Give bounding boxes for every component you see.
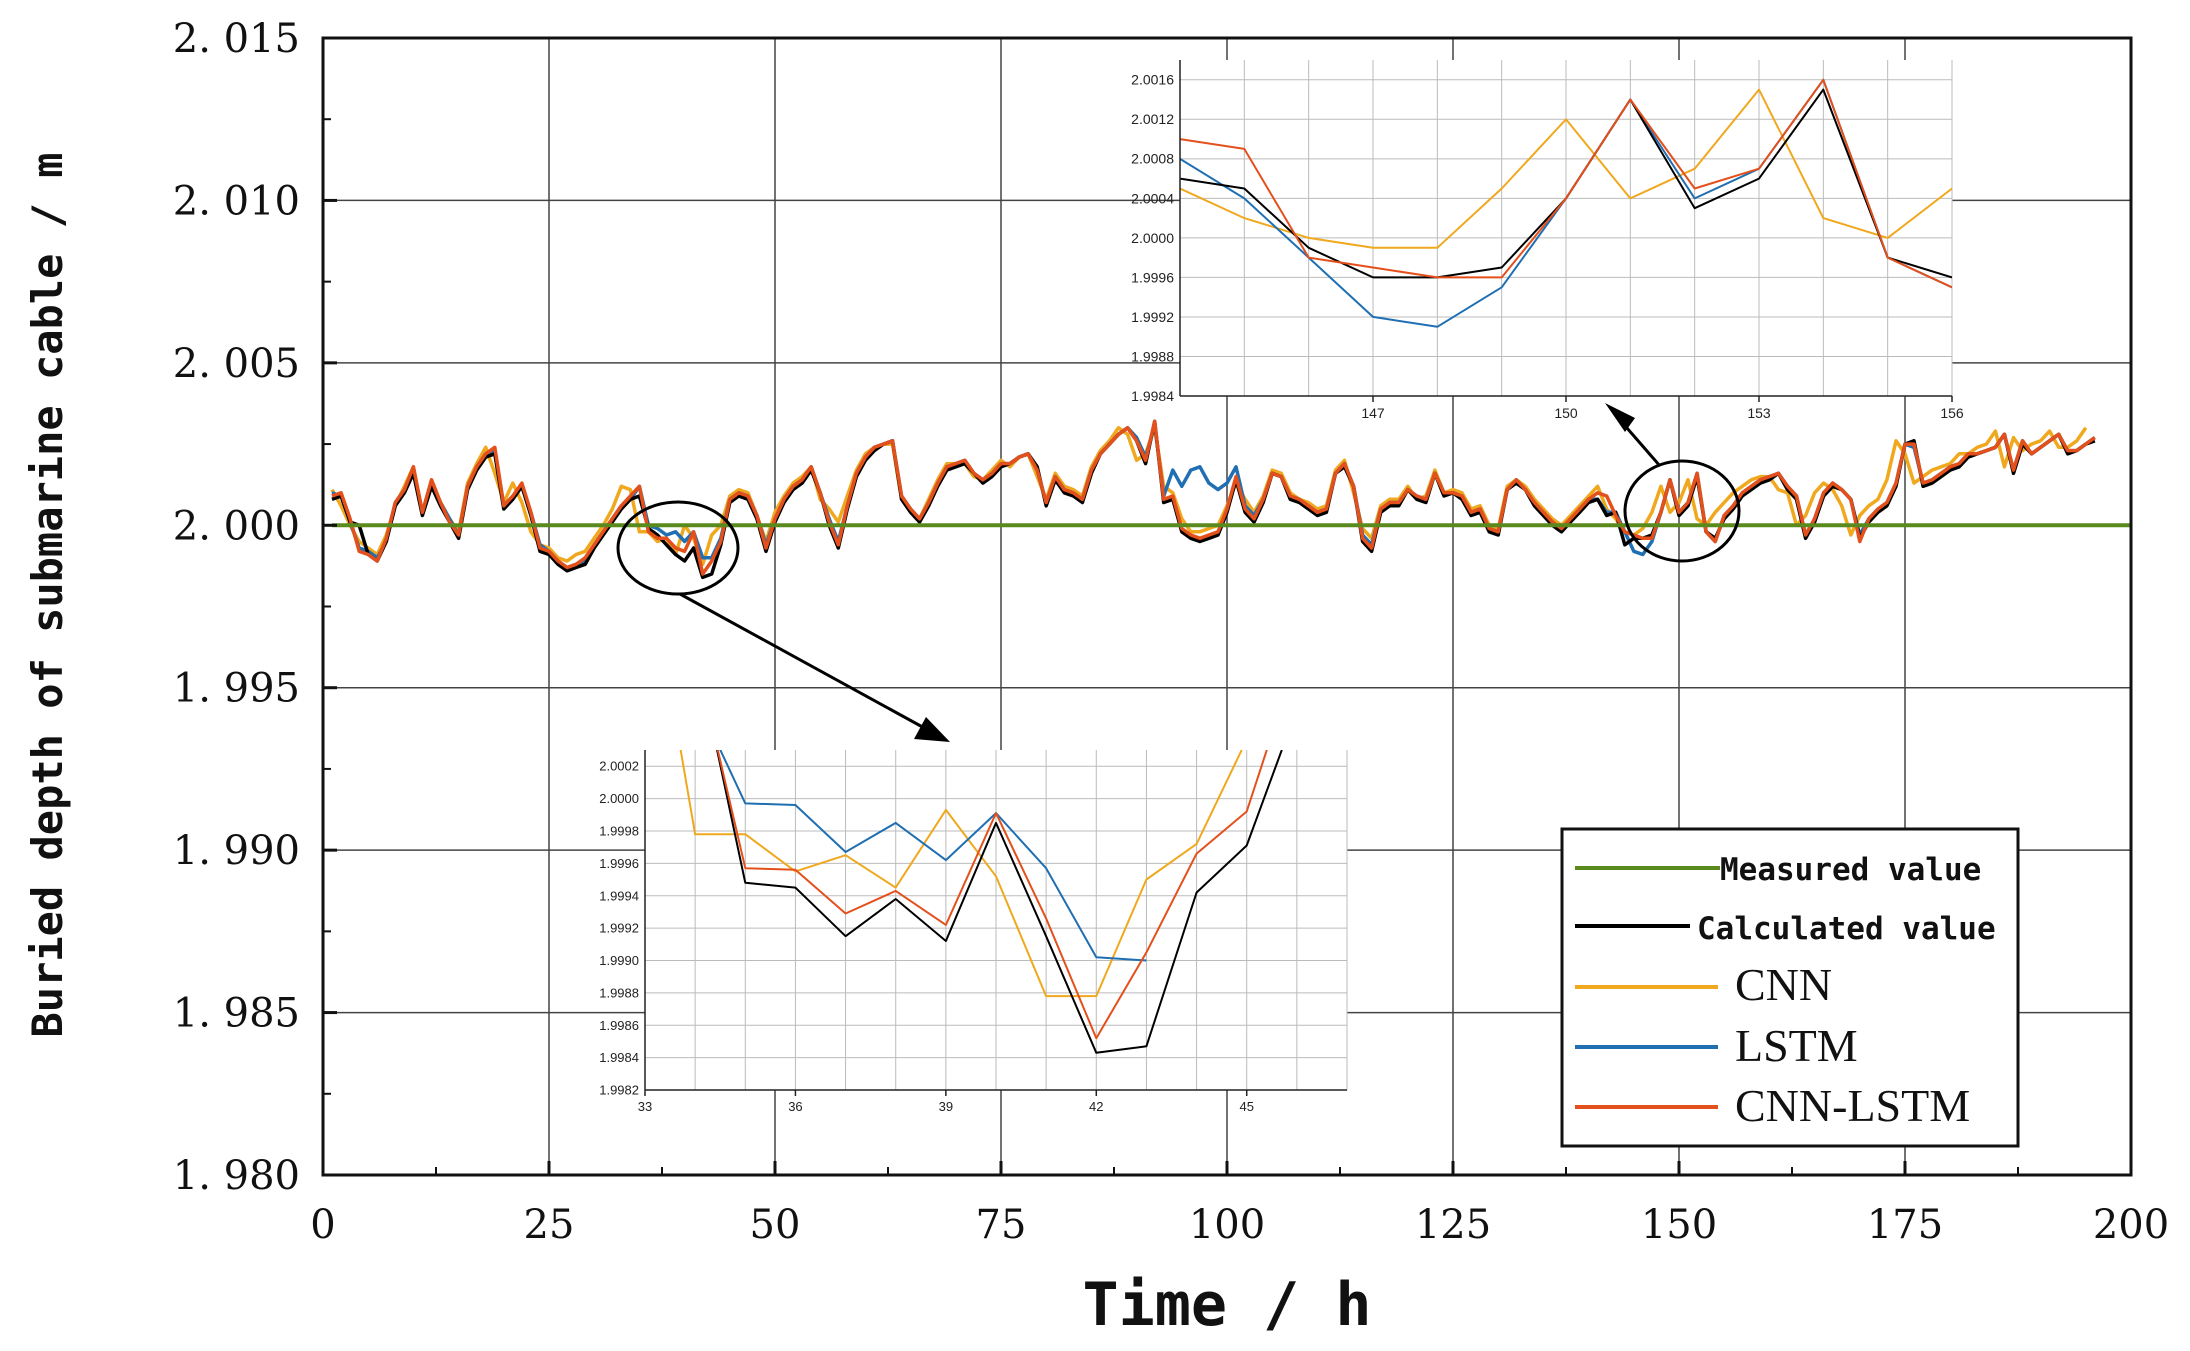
- y-tick-label: 2. 005: [173, 341, 300, 387]
- inset-y-tick-label: 1.9986: [599, 1018, 639, 1033]
- inset-series-line-cnn-lstm: [1180, 78, 1952, 289]
- inset-series-line-cnn: [1180, 88, 1952, 249]
- y-axis-title: Buried depth of submarine cable / m: [23, 152, 72, 1037]
- inset-y-tick-label: 1.9988: [599, 985, 639, 1000]
- y-tick-label: 1. 990: [173, 828, 300, 874]
- inset-y-tick-label: 1.9990: [599, 953, 639, 968]
- legend-label-measured: Measured value: [1720, 852, 1981, 888]
- y-tick-label: 1. 980: [173, 1153, 300, 1199]
- y-tick-label: 1. 995: [173, 666, 300, 712]
- inset-y-tick-label: 1.9996: [1131, 269, 1174, 285]
- inset-y-tick-label: 2.0000: [1131, 230, 1174, 246]
- legend-label-cnn-lstm: CNN-LSTM: [1735, 1080, 1970, 1131]
- inset-y-tick-label: 1.9996: [599, 856, 639, 871]
- x-tick-label: 75: [976, 1202, 1027, 1248]
- zoom-arrow-right-head: [1605, 403, 1635, 432]
- zoom-arrow-left: [679, 592, 929, 732]
- main-ticks: 0 25 50 75 100 125 150 175 200 1. 980 1. 985 1. 990…: [173, 16, 2169, 1248]
- inset-series-line-lstm: [719, 750, 1147, 962]
- inset-x-tick-label: 39: [939, 1099, 953, 1114]
- inset-y-tick-label: 1.9994: [599, 888, 639, 903]
- zoom-ellipse-left: [616, 500, 740, 596]
- inset-x-tick-label: 150: [1554, 405, 1578, 421]
- zoom-ellipse-right: [1623, 459, 1741, 563]
- legend: Measured value Calculated value CNN LSTM…: [1560, 827, 2020, 1148]
- inset-x-tick-label: 45: [1239, 1099, 1253, 1114]
- inset-y-tick-label: 1.9998: [599, 824, 639, 839]
- series-line-cnn-lstm: [331, 419, 2096, 576]
- y-tick-label: 2. 015: [173, 16, 300, 62]
- inset-y-tick-label: 2.0000: [599, 791, 639, 806]
- inset-y-tick-label: 2.0016: [1131, 72, 1174, 88]
- inset-series-line-cnn: [679, 750, 1243, 998]
- x-axis-title: Time / h: [1083, 1270, 1372, 1340]
- inset-y-tick-label: 1.9984: [599, 1050, 639, 1065]
- x-tick-label: 150: [1641, 1202, 1717, 1248]
- y-tick-label: 2. 000: [173, 503, 300, 549]
- inset-x-tick-label: 147: [1361, 405, 1385, 421]
- inset-y-tick-label: 2.0002: [599, 759, 639, 774]
- inset-x-tick-label: 153: [1747, 405, 1771, 421]
- inset-y-tick-label: 1.9992: [1131, 309, 1174, 325]
- x-tick-label: 25: [524, 1202, 575, 1248]
- inset-y-tick-label: 1.9988: [1131, 348, 1174, 364]
- inset-series-group: [1180, 78, 1952, 328]
- inset-y-tick-label: 1.9992: [599, 921, 639, 936]
- series-line-cnn: [330, 426, 2088, 567]
- inset-y-tick-label: 2.0008: [1131, 151, 1174, 167]
- inset-y-tick-label: 1.9984: [1131, 388, 1174, 404]
- inset-x-tick-label: 36: [788, 1099, 802, 1114]
- x-tick-label: 100: [1189, 1202, 1265, 1248]
- y-tick-label: 1. 985: [173, 991, 300, 1037]
- inset-y-tick-label: 2.0004: [1131, 190, 1174, 206]
- x-tick-label: 50: [750, 1202, 801, 1248]
- inset-x-tick-label: 156: [1940, 405, 1964, 421]
- y-tick-label: 2. 010: [173, 178, 300, 224]
- inset-series-line-calculated-value: [716, 750, 1283, 1054]
- inset-x-tick-label: 33: [638, 1099, 652, 1114]
- main-series-group: [330, 419, 2131, 580]
- inset-series-group: [679, 750, 1283, 1054]
- legend-label-calculated: Calculated value: [1697, 911, 1996, 947]
- legend-label-lstm: LSTM: [1735, 1020, 1858, 1071]
- x-tick-label: 125: [1415, 1202, 1491, 1248]
- inset-series-line-cnn-lstm: [716, 750, 1268, 1040]
- x-tick-label: 200: [2093, 1202, 2169, 1248]
- legend-label-cnn: CNN: [1735, 959, 1832, 1010]
- inset-chart-left: 33 36 39 42 45 1.9982 1.9984 1.9986 1.9988 1.9990…: [599, 750, 1348, 1114]
- inset-x-tick-label: 42: [1089, 1099, 1103, 1114]
- zoom-arrow-left-head: [914, 717, 950, 742]
- x-tick-label: 0: [310, 1202, 335, 1248]
- x-tick-label: 175: [1867, 1202, 1943, 1248]
- inset-y-tick-label: 1.9982: [599, 1083, 639, 1098]
- inset-chart-right: 147 150 153 156 1.9984 1.9988 1.9992 1.9996 2.00…: [1131, 60, 1964, 421]
- inset-y-tick-label: 2.0012: [1131, 111, 1174, 127]
